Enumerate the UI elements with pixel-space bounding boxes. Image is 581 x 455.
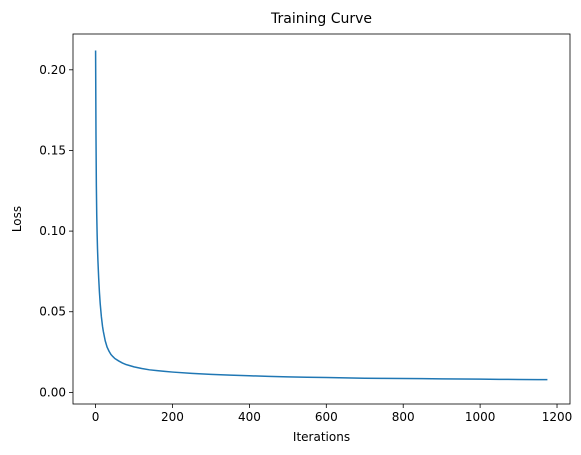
x-tick-label: 0 [92,410,100,424]
y-axis-label: Loss [10,206,24,232]
x-tick-label: 200 [161,410,184,424]
y-tick-label: 0.00 [39,385,66,399]
chart-title: Training Curve [270,11,372,27]
y-tick-label: 0.15 [39,143,66,157]
x-tick-label: 1000 [465,410,496,424]
plot-area: 0 200 400 600 800 1000 1200 0.00 0.05 0.10 0.15 0.2… [39,33,573,424]
x-axis-label: Iterations [293,430,350,444]
y-tick-label: 0.20 [39,63,66,77]
x-tick-label: 800 [392,410,415,424]
x-tick-label: 600 [315,410,338,424]
y-tick-label: 0.05 [39,305,66,319]
x-tick-label: 400 [238,410,261,424]
x-tick-label: 1200 [542,410,573,424]
y-tick-label: 0.10 [39,224,66,238]
axes-frame [72,33,571,405]
series-line-0 [94,50,548,381]
